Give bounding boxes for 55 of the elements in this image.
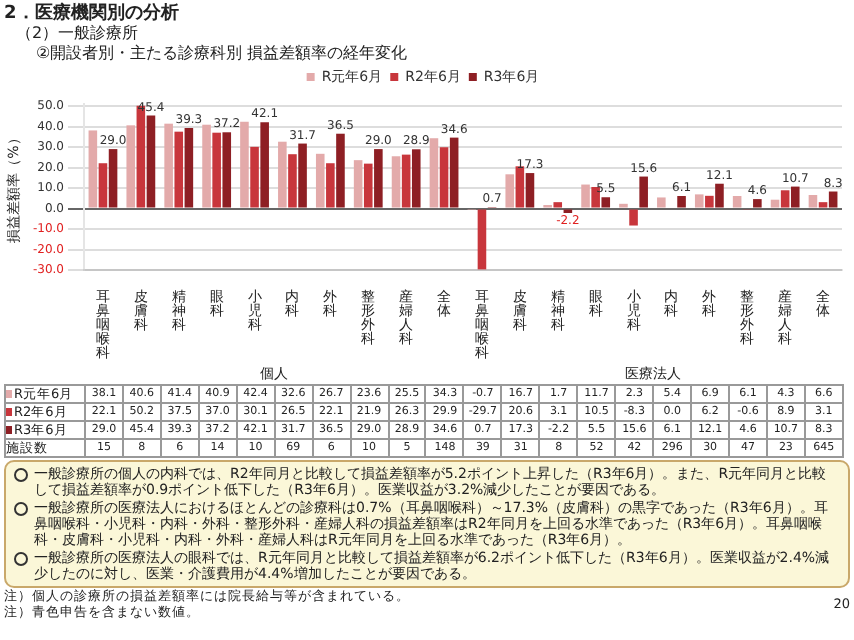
bar <box>705 195 714 207</box>
bar <box>515 165 525 207</box>
bar <box>790 186 800 207</box>
bar <box>715 183 724 207</box>
bar <box>657 196 666 207</box>
bar <box>591 186 600 207</box>
bar <box>770 199 780 207</box>
bar <box>126 124 136 207</box>
bar <box>353 159 363 207</box>
bar <box>315 153 325 207</box>
bar <box>401 154 411 207</box>
bar <box>374 148 383 207</box>
bar <box>250 146 259 207</box>
bar <box>240 121 249 207</box>
bar <box>694 193 704 207</box>
bar <box>146 114 156 207</box>
bar <box>439 146 449 207</box>
chart-subtitle: （2）一般診療所 <box>16 24 141 44</box>
bar <box>639 175 648 207</box>
bar <box>336 133 345 207</box>
bar <box>677 195 686 207</box>
text: 2．医療機関別の分析 <box>4 4 181 25</box>
bar <box>260 121 269 207</box>
bar <box>288 153 297 207</box>
bar <box>429 137 439 207</box>
bar <box>326 162 335 207</box>
bar <box>108 148 118 207</box>
bar <box>98 162 108 207</box>
bar <box>88 129 98 207</box>
bar <box>202 124 211 207</box>
bar <box>732 195 742 207</box>
bar <box>780 189 790 207</box>
bar <box>278 141 287 207</box>
bar <box>808 194 818 207</box>
bar <box>601 196 611 207</box>
bar <box>828 190 838 207</box>
bar <box>449 137 459 207</box>
bar <box>184 127 194 207</box>
bar <box>411 148 421 207</box>
bar <box>818 201 828 207</box>
bar <box>212 132 221 207</box>
bar <box>553 201 563 207</box>
bar <box>629 208 638 225</box>
bar <box>753 198 762 207</box>
bar <box>164 123 173 207</box>
bar <box>525 172 535 207</box>
bar <box>298 142 307 207</box>
chart-title: ②開設者別・主たる診療科別 損益差額率の経年変化 <box>36 43 410 62</box>
bar <box>391 155 401 207</box>
bar <box>477 208 487 269</box>
bar <box>581 183 590 207</box>
bar <box>505 173 515 207</box>
bar <box>174 131 184 207</box>
bar <box>363 163 373 207</box>
bar <box>222 131 232 207</box>
